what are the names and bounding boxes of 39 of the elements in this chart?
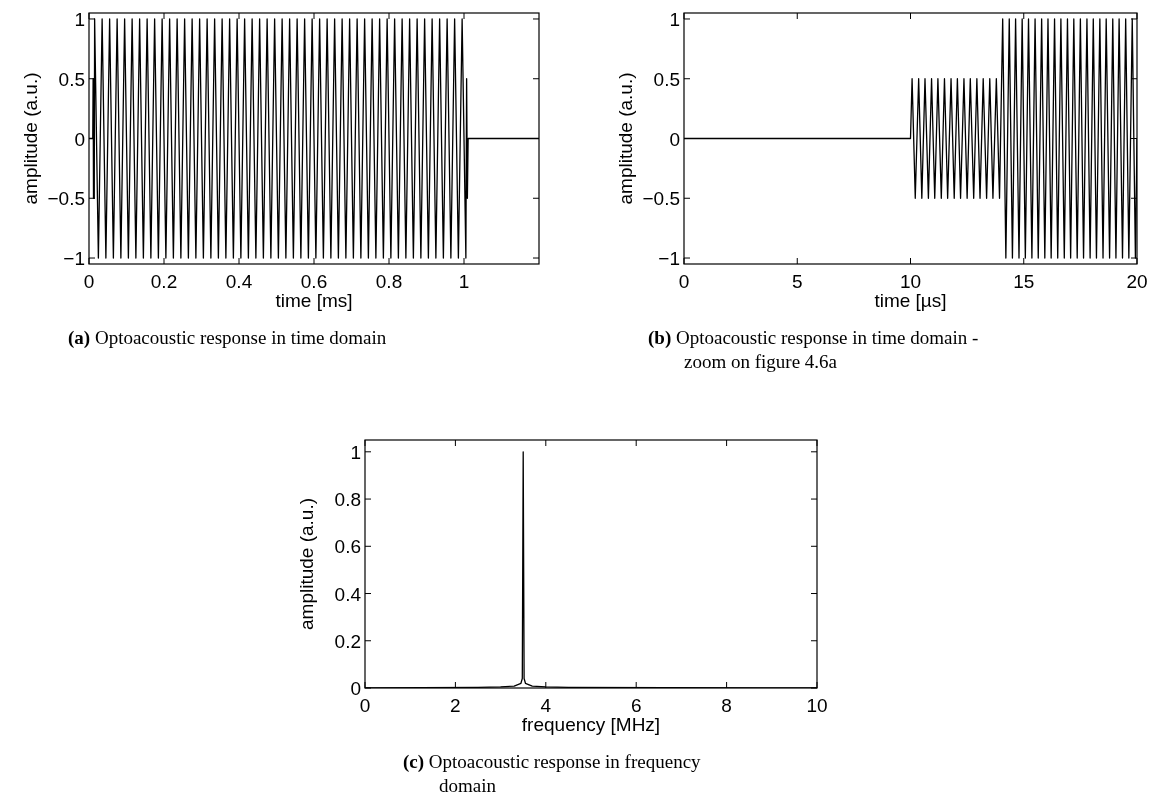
x-tick-label: 15 — [1013, 271, 1035, 292]
x-tick-label: 6 — [630, 695, 642, 716]
y-tick-label: 1 — [74, 8, 85, 30]
y-axis-title: amplitude (a.u.) — [20, 72, 41, 205]
x-tick-label: 0.8 — [375, 271, 403, 292]
y-tick-label: 0 — [74, 128, 85, 150]
y-tick-label: −0.5 — [642, 188, 680, 210]
x-tick-label: 2 — [450, 695, 461, 716]
x-tick-label: 0.6 — [300, 271, 328, 292]
x-tick-label: 1 — [458, 271, 470, 292]
y-tick-label: 0 — [350, 678, 361, 699]
x-tick-label: 5 — [791, 271, 803, 292]
y-tick-label: 0.2 — [334, 630, 361, 652]
x-tick-label: 10 — [899, 271, 922, 292]
y-tick-label: 0.5 — [58, 68, 85, 90]
x-axis-title: time [ms] — [275, 290, 353, 311]
y-tick-label: 1 — [669, 8, 680, 30]
x-tick-label: 20 — [1126, 271, 1148, 292]
y-tick-label: 0.5 — [653, 68, 680, 90]
text: (b) Optoacoustic response in time domain - zoom on figure 4.6a — [648, 327, 979, 372]
x-axis-title: time [µs] — [874, 290, 947, 311]
x-tick-label: 10 — [806, 695, 828, 716]
x-tick-label: 0.4 — [225, 271, 253, 292]
text: (a) Optoacoustic response in time domain — [68, 327, 387, 349]
x-tick-label: 8 — [721, 695, 732, 716]
x-tick-label: 4 — [540, 695, 552, 716]
y-tick-label: −1 — [63, 248, 85, 270]
y-axis-title: amplitude (a.u.) — [615, 72, 636, 205]
y-tick-label: −1 — [658, 248, 680, 270]
y-tick-label: 0.4 — [334, 583, 362, 605]
text: (c) Optoacoustic response in frequency domain — [403, 751, 702, 796]
y-tick-label: 0 — [669, 128, 680, 150]
x-axis-title: frequency [MHz] — [521, 714, 661, 735]
x-tick-label: 0.2 — [150, 271, 178, 292]
y-axis-title: amplitude (a.u.) — [296, 497, 317, 631]
y-tick-label: −0.5 — [47, 188, 85, 210]
y-tick-label: 0.8 — [334, 489, 361, 511]
y-tick-label: 1 — [350, 441, 361, 463]
y-tick-label: 0.6 — [334, 536, 361, 558]
